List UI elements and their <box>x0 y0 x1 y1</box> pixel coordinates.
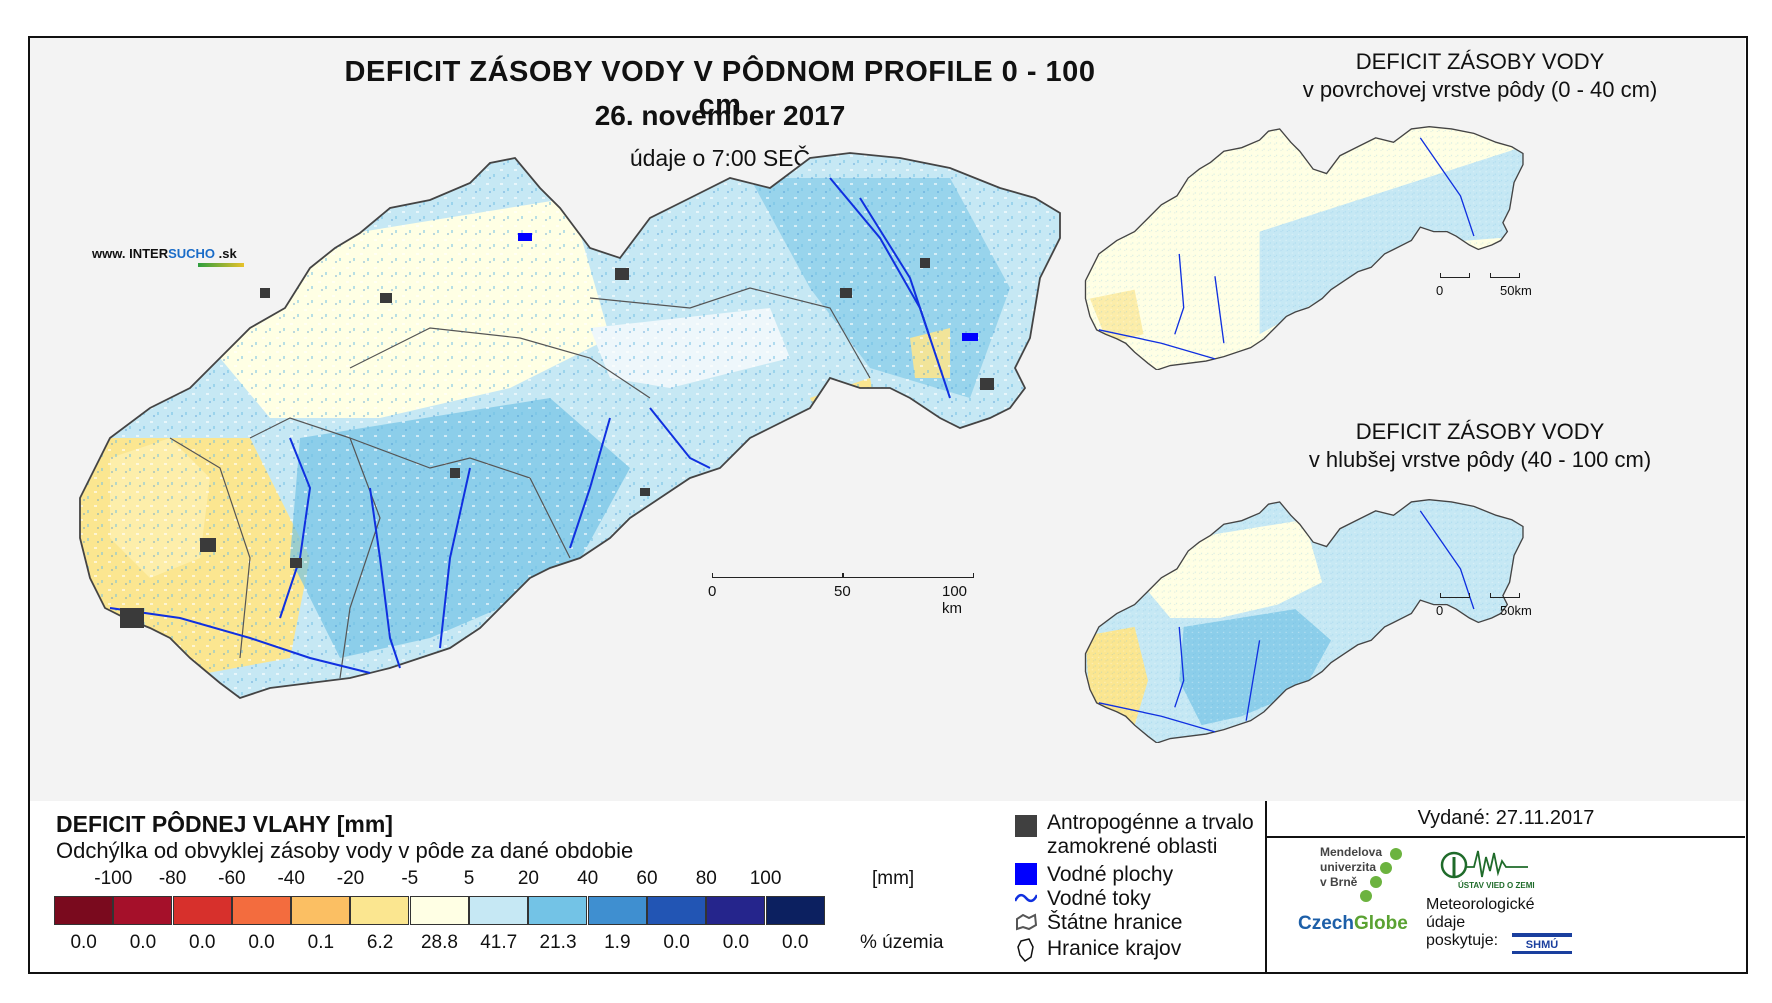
legend-percentage: 0.0 <box>248 932 275 953</box>
legend-percentage: 21.3 <box>539 932 577 953</box>
main-scale-bar: 0 50 100 km <box>708 573 974 617</box>
inset-top-scale: 0 50km <box>1436 273 1532 298</box>
green-dots-icon <box>1360 848 1402 902</box>
legend-class-label: -80 <box>158 868 187 889</box>
legend-percentages: 0.0 0.0 0.0 0.0 0.1 6.2 28.8 41.7 21.3 1.9 0.0 0.0 0… <box>54 932 825 954</box>
legend-swatch <box>291 896 351 925</box>
legend-class-label: -60 <box>218 868 246 889</box>
region-border-icon <box>1017 938 1034 962</box>
legend-class-label: 80 <box>695 868 717 889</box>
legend-swatch <box>587 896 647 925</box>
earth-science-institute-logo <box>1440 850 1528 879</box>
river-line-icon <box>1015 893 1037 903</box>
legend-swatch <box>350 896 410 925</box>
legend-water-bodies: Vodné plochy <box>1015 863 1173 887</box>
legend-subtitle: Odchýlka od obvyklej zásoby vody v pôde … <box>56 838 634 863</box>
legend-swatch <box>54 896 113 925</box>
legend-class-labels: -100 -80 -60 -40 -20 -5 5 20 40 60 80 100 <box>82 868 982 894</box>
legend-separator <box>1265 801 1267 972</box>
legend-class-label: 60 <box>636 868 658 889</box>
czechglobe-logo: CzechGlobe <box>1298 913 1408 934</box>
inset-bottom-title: DEFICIT ZÁSOBY VODY v hlubšej vrstve pôd… <box>1308 419 1652 472</box>
inset-top-title: DEFICIT ZÁSOBY VODY v povrchovej vrstve … <box>1302 49 1658 102</box>
legend-pct-unit: % územia <box>860 932 944 953</box>
legend-swatch <box>646 896 706 925</box>
legend-percentage: 0.0 <box>782 932 809 953</box>
legend-class-label: -40 <box>277 868 305 889</box>
main-scale-0: 0 <box>708 583 717 600</box>
state-border-icon <box>1016 913 1037 931</box>
legend-percentage: 28.8 <box>420 932 458 953</box>
legend-class-label: 40 <box>577 868 599 889</box>
legend-swatch <box>528 896 588 925</box>
legend-percentage: 1.9 <box>604 932 631 953</box>
legend-antropogenic: Antropogénne a trvalo zamokrené oblasti <box>1015 811 1254 859</box>
shmu-logo: SHMÚ <box>1512 933 1572 954</box>
meteo-provider-text: Meteorologické údaje poskytuje: <box>1426 896 1535 949</box>
legend-area: DEFICIT PÔDNEJ VLAHY [mm] Odchýlka od ob… <box>30 801 1745 972</box>
issued-date: Vydané: 27.11.2017 <box>1417 807 1595 829</box>
main-scale-100: 100 km <box>942 583 968 617</box>
legend-class-label: -100 <box>94 868 133 889</box>
legend-percentage: 6.2 <box>366 932 394 953</box>
legend-swatch <box>469 896 529 925</box>
uvz-label: ÚSTAV VIED O ZEMI <box>1458 881 1535 890</box>
legend-region-border: Hranice krajov <box>1015 937 1181 963</box>
legend-percentage: 0.0 <box>663 932 690 953</box>
legend-percentage: 0.0 <box>189 932 216 953</box>
inset-bottom-map <box>1084 499 1524 743</box>
main-map <box>79 152 1061 700</box>
date-title: 26. november 2017 <box>594 100 846 131</box>
legend-percentage: 0.0 <box>70 932 97 953</box>
legend-title: DEFICIT PÔDNEJ VLAHY [mm] <box>56 811 393 837</box>
legend-percentage: 41.7 <box>480 932 518 953</box>
legend-swatch <box>231 896 291 925</box>
legend-percentage: 0.0 <box>722 932 750 953</box>
legend-swatch <box>706 896 766 925</box>
mendel-university-logo: Mendelova univerzita v Brně <box>1320 845 1383 889</box>
intersucho-underline <box>198 263 244 267</box>
legend-unit: [mm] <box>872 868 915 889</box>
map-area: DEFICIT ZÁSOBY VODY V PÔDNOM PROFILE 0 -… <box>30 38 1745 803</box>
intersucho-logo: www. INTERSUCHO .sk <box>92 246 237 261</box>
legend-percentage: 0.1 <box>307 932 335 953</box>
legend-class-label: 100 <box>749 868 782 889</box>
legend-percentage: 0.0 <box>129 932 157 953</box>
inset-bottom-scale: 0 50km <box>1436 593 1532 618</box>
main-scale-50: 50 <box>834 583 851 600</box>
antropogenic-swatch <box>1015 815 1037 837</box>
time-note: údaje o 7:00 SEČ <box>629 145 811 171</box>
legend-rivers: Vodné toky <box>1015 887 1151 911</box>
legend-swatch <box>409 896 469 925</box>
legend-class-label: -5 <box>401 868 419 889</box>
legend-class-label: 20 <box>517 868 539 889</box>
legend-swatch <box>172 896 232 925</box>
water-body-swatch <box>1015 863 1037 885</box>
issued-box: Vydané: 27.11.2017 <box>1267 801 1745 838</box>
map-frame: DEFICIT ZÁSOBY VODY V PÔDNOM PROFILE 0 -… <box>28 36 1748 974</box>
legend-state-border: Štátne hranice <box>1015 911 1182 935</box>
legend-class-label: 5 <box>463 868 475 889</box>
legend-swatch <box>765 896 825 925</box>
legend-swatches <box>54 896 825 925</box>
inset-top-map <box>1084 126 1524 370</box>
page-title: DEFICIT ZÁSOBY VODY V PÔDNOM PROFILE 0 -… <box>344 56 1096 121</box>
legend-class-label: -20 <box>336 868 365 889</box>
svg-text:SHMÚ: SHMÚ <box>1526 938 1558 951</box>
legend-swatch <box>113 896 173 925</box>
